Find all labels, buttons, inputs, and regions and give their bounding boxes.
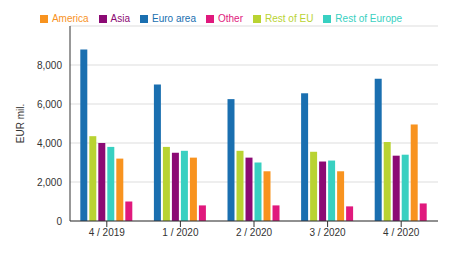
svg-text:4 / 2019: 4 / 2019 xyxy=(89,227,126,238)
svg-text:4,000: 4,000 xyxy=(37,138,62,149)
svg-text:0: 0 xyxy=(56,216,62,227)
svg-text:2 / 2020: 2 / 2020 xyxy=(236,227,273,238)
html-text:Asia: Asia xyxy=(110,13,131,24)
html-text:Rest of EU: Rest of EU xyxy=(265,13,314,24)
html-text:America: America xyxy=(51,13,89,24)
svg-text:6,000: 6,000 xyxy=(37,99,62,110)
svg-text:2,000: 2,000 xyxy=(37,177,62,188)
html-text:Other: Other xyxy=(218,13,243,24)
html-text:Rest of Europe: Rest of Europe xyxy=(335,13,403,24)
svg-text:1 / 2020: 1 / 2020 xyxy=(162,227,199,238)
svg-text:3 / 2020: 3 / 2020 xyxy=(310,227,347,238)
svg-text:4 / 2020: 4 / 2020 xyxy=(383,227,420,238)
html-text:Euro area: Euro area xyxy=(152,13,196,24)
svg-text:EUR mil.: EUR mil. xyxy=(15,104,26,143)
svg-text:8,000: 8,000 xyxy=(37,60,62,71)
